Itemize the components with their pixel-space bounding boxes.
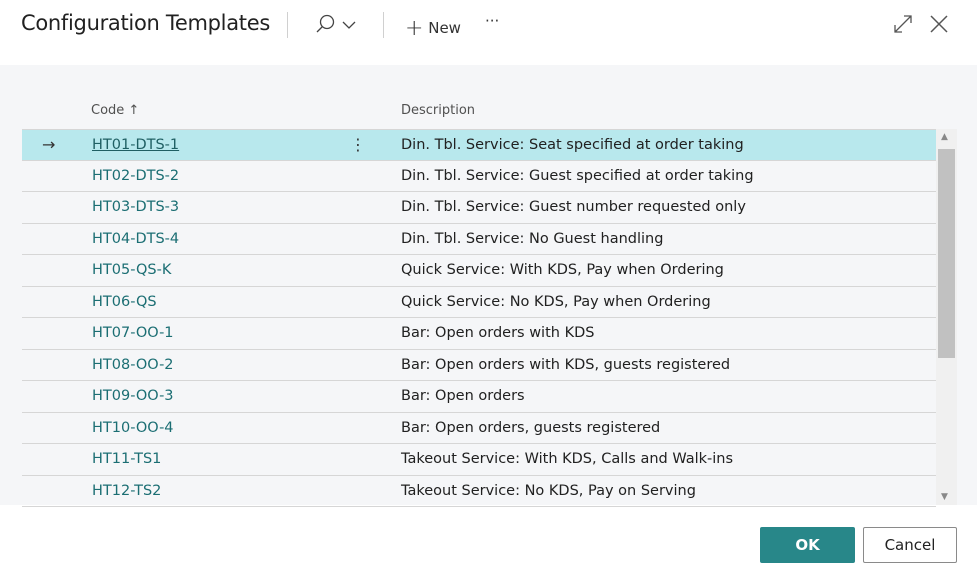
description-cell: Quick Service: With KDS, Pay when Orderi… <box>401 262 724 278</box>
description-cell: Din. Tbl. Service: Guest number requeste… <box>401 199 746 215</box>
ok-button[interactable]: OK <box>760 527 855 563</box>
row-actions-icon[interactable]: ⋮ <box>350 135 366 154</box>
code-link[interactable]: HT12-TS2 <box>92 482 162 499</box>
description-cell: Bar: Open orders with KDS <box>401 325 595 341</box>
more-options-button[interactable]: ··· <box>485 12 500 30</box>
code-link[interactable]: HT08-OO-2 <box>92 356 174 373</box>
sort-ascending-icon: ↑ <box>128 103 140 118</box>
code-link[interactable]: HT04-DTS-4 <box>92 230 180 247</box>
table-row[interactable]: HT03-DTS-3 Din. Tbl. Service: Guest numbe… <box>22 192 936 224</box>
table-row[interactable]: HT06-QS Quick Service: No KDS, Pay when O… <box>22 287 936 318</box>
expand-button[interactable] <box>893 14 913 38</box>
code-link[interactable]: HT11-TS1 <box>92 451 162 467</box>
list-area: Code ↑ Description → ⋮ HT01-DTS-1 Din. Tbl.… <box>0 65 977 507</box>
table-row[interactable]: → ⋮ HT01-DTS-1 Din. Tbl. Service: Seat spec… <box>22 129 936 161</box>
table-row[interactable]: HT12-TS2 Takeout Service: No KDS, Pay on … <box>22 476 936 507</box>
code-link[interactable]: HT02-DTS-2 <box>92 167 180 184</box>
code-link[interactable]: HT03-DTS-3 <box>92 199 180 215</box>
expand-icon <box>894 15 912 33</box>
page-title: Configuration Templates <box>21 11 270 35</box>
scrollbar[interactable]: ▲ ▼ <box>936 129 957 505</box>
table-row[interactable]: HT04-DTS-4 Din. Tbl. Service: No Guest ha… <box>22 224 936 255</box>
table-row[interactable]: HT08-OO-2 Bar: Open orders with KDS, gues… <box>22 350 936 381</box>
description-cell: Bar: Open orders <box>401 388 525 404</box>
description-cell: Din. Tbl. Service: Seat specified at ord… <box>401 137 744 153</box>
new-label: New <box>428 19 461 37</box>
table-row[interactable]: HT10-OO-4 Bar: Open orders, guests regist… <box>22 413 936 444</box>
table-row[interactable]: HT09-OO-3 Bar: Open orders <box>22 381 936 413</box>
column-label: Code <box>91 103 125 118</box>
description-cell: Bar: Open orders with KDS, guests regist… <box>401 356 731 373</box>
code-link[interactable]: HT07-OO-1 <box>92 325 174 341</box>
new-button[interactable]: + New <box>405 14 461 41</box>
cancel-button[interactable]: Cancel <box>863 527 957 563</box>
table-row[interactable]: HT05-QS-K Quick Service: With KDS, Pay wh… <box>22 255 936 287</box>
table-row[interactable]: HT02-DTS-2 Din. Tbl. Service: Guest speci… <box>22 161 936 192</box>
description-cell: Takeout Service: No KDS, Pay on Serving <box>401 482 696 499</box>
search-button[interactable] <box>314 12 358 42</box>
divider <box>287 12 288 38</box>
code-link[interactable]: HT09-OO-3 <box>92 388 174 404</box>
current-row-arrow-icon: → <box>42 135 56 154</box>
description-cell: Bar: Open orders, guests registered <box>401 419 661 436</box>
code-link[interactable]: HT05-QS-K <box>92 262 172 278</box>
code-link[interactable]: HT01-DTS-1 <box>92 137 180 153</box>
dialog-header: Configuration Templates + New ··· <box>0 0 977 65</box>
table-row[interactable]: HT07-OO-1 Bar: Open orders with KDS <box>22 318 936 350</box>
description-cell: Din. Tbl. Service: Guest specified at or… <box>401 167 754 184</box>
search-icon <box>316 14 356 33</box>
description-cell: Din. Tbl. Service: No Guest handling <box>401 230 664 247</box>
chevron-down-icon <box>342 21 356 29</box>
description-cell: Takeout Service: With KDS, Calls and Wal… <box>401 451 734 467</box>
close-icon <box>930 15 948 33</box>
divider <box>383 12 384 38</box>
template-list: → ⋮ HT01-DTS-1 Din. Tbl. Service: Seat spec… <box>22 129 936 507</box>
close-button[interactable] <box>929 14 949 38</box>
code-link[interactable]: HT06-QS <box>92 293 157 310</box>
column-header-description[interactable]: Description <box>401 103 476 118</box>
scroll-up-icon[interactable]: ▲ <box>941 132 948 142</box>
column-header-code[interactable]: Code ↑ <box>91 103 139 118</box>
plus-icon: + <box>405 16 424 41</box>
scroll-down-icon[interactable]: ▼ <box>941 492 948 502</box>
scrollbar-thumb[interactable] <box>938 149 955 358</box>
table-row[interactable]: HT11-TS1 Takeout Service: With KDS, Calls… <box>22 444 936 476</box>
code-link[interactable]: HT10-OO-4 <box>92 419 174 436</box>
description-cell: Quick Service: No KDS, Pay when Ordering <box>401 293 711 310</box>
